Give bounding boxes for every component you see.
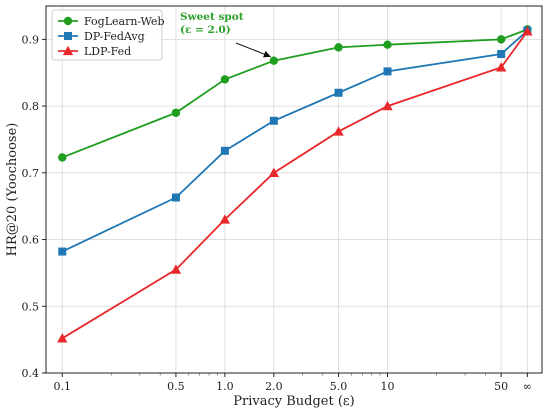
y-tick-label: 0.4 <box>22 367 40 380</box>
annotation: Sweet spot(ε = 2.0) <box>180 11 272 58</box>
legend-label: FogLearn-Web <box>84 15 165 28</box>
grid-lines <box>46 6 542 374</box>
series-ldp-fed <box>57 26 533 343</box>
x-tick-label: 0.1 <box>54 380 72 393</box>
legend-item: FogLearn-Web <box>58 15 165 28</box>
legend-swatch-marker <box>63 16 73 26</box>
data-point <box>171 193 180 202</box>
x-tick-label: 5.0 <box>330 380 348 393</box>
legend-item: DP-FedAvg <box>58 30 145 43</box>
data-point <box>383 40 392 49</box>
data-point <box>334 43 343 52</box>
series-line <box>61 28 528 159</box>
y-axis-title: HR@20 (Yoochoose) <box>5 123 20 257</box>
data-point <box>497 50 506 59</box>
data-point <box>219 214 231 224</box>
data-point <box>522 26 533 36</box>
annotation-arrowhead <box>263 50 271 58</box>
x-axis: 0.1 0.5 1.0 2.0 5.0 10 50 ∞ <box>54 373 532 393</box>
y-tick-label: 0.7 <box>22 167 40 180</box>
series-dp-fedavg <box>58 26 532 256</box>
x-tick-label: 2.0 <box>265 380 283 393</box>
legend-label: DP-FedAvg <box>84 30 145 43</box>
data-point <box>333 126 344 136</box>
data-point <box>58 247 67 256</box>
data-point <box>58 153 67 162</box>
data-point <box>170 264 182 274</box>
data-point <box>171 108 181 117</box>
legend-box <box>51 9 163 61</box>
x-axis-title: Privacy Budget (ε) <box>233 394 354 409</box>
data-point <box>57 333 68 343</box>
series-line <box>61 30 528 253</box>
data-point <box>495 62 507 72</box>
data-point <box>496 35 506 44</box>
legend-item: LDP-Fed <box>58 45 131 58</box>
series-foglearn-web <box>58 25 532 162</box>
data-point <box>382 100 393 111</box>
legend-swatch-marker <box>64 32 72 40</box>
legend-swatch-marker <box>62 45 74 56</box>
data-point <box>334 88 343 97</box>
data-point <box>383 67 392 76</box>
data-point <box>220 75 230 84</box>
data-point <box>269 56 279 65</box>
x-tick-label: 1.0 <box>216 380 234 393</box>
series-line <box>61 30 529 340</box>
plot-frame <box>45 5 543 374</box>
y-tick-label: 0.6 <box>22 234 40 247</box>
y-tick-label: 0.8 <box>22 100 40 113</box>
y-tick-label: 0.9 <box>22 33 40 46</box>
x-tick-label: 0.5 <box>167 380 185 393</box>
legend-label: LDP-Fed <box>84 45 131 58</box>
legend: FogLearn-Web DP-FedAvg LDP-Fed <box>51 9 165 61</box>
x-tick-label: ∞ <box>523 380 532 393</box>
annotation-text: Sweet spot <box>180 11 244 23</box>
y-tick-label: 0.5 <box>22 300 40 313</box>
data-point <box>269 116 278 125</box>
annotation-text: (ε = 2.0) <box>180 24 231 36</box>
x-tick-label: 50 <box>494 380 508 393</box>
x-tick-label: 10 <box>381 380 395 393</box>
data-point <box>268 167 280 177</box>
y-axis: 0.4 0.5 0.6 0.7 0.8 0.9 <box>22 33 46 380</box>
data-point <box>220 146 229 155</box>
